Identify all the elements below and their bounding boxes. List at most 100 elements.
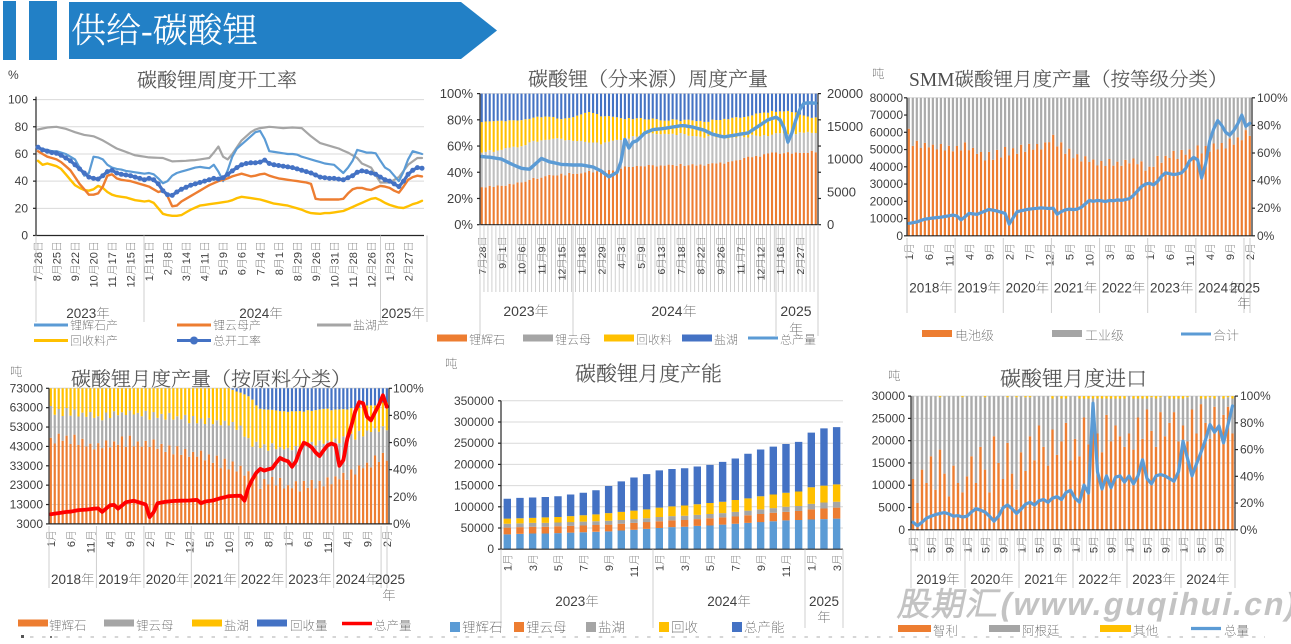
svg-text:12: 12 [366, 275, 378, 287]
svg-text:2025: 2025 [375, 572, 405, 587]
svg-text:3000: 3000 [16, 517, 43, 531]
svg-text:5: 5 [1065, 254, 1077, 260]
svg-text:73000: 73000 [10, 381, 44, 395]
svg-text:50000: 50000 [461, 521, 495, 535]
svg-text:5: 5 [980, 547, 992, 553]
svg-text:6: 6 [656, 269, 668, 275]
svg-text:20: 20 [15, 201, 29, 215]
svg-text:3: 3 [528, 565, 540, 571]
svg-text:9: 9 [70, 275, 82, 281]
svg-text:3: 3 [181, 275, 193, 281]
svg-text:60%: 60% [1257, 146, 1281, 160]
svg-text:100: 100 [8, 93, 28, 107]
svg-text:5: 5 [1034, 547, 1046, 553]
svg-text:2024: 2024 [1186, 572, 1217, 587]
svg-text:27: 27 [403, 252, 415, 264]
svg-text:1: 1 [1145, 254, 1157, 260]
svg-text:5000: 5000 [878, 501, 905, 515]
svg-text:9: 9 [497, 263, 509, 269]
svg-text:15: 15 [126, 252, 138, 264]
svg-text:2022: 2022 [1102, 281, 1132, 296]
svg-text:300000: 300000 [454, 415, 494, 429]
svg-text:17: 17 [107, 252, 119, 264]
svg-text:100%: 100% [440, 86, 474, 101]
svg-text:SMM: SMM [909, 70, 955, 91]
svg-text:3: 3 [1105, 254, 1117, 260]
svg-text:11: 11 [86, 542, 98, 553]
svg-text:9: 9 [716, 269, 728, 275]
svg-text:10000: 10000 [827, 152, 863, 167]
svg-text:2023: 2023 [66, 306, 96, 321]
svg-text:40%: 40% [393, 463, 417, 477]
svg-text:1: 1 [904, 254, 916, 260]
svg-text:10: 10 [89, 275, 101, 287]
svg-text:4: 4 [343, 541, 355, 547]
svg-text:20%: 20% [1240, 496, 1264, 510]
svg-text:5: 5 [1088, 547, 1100, 553]
svg-text:7: 7 [255, 269, 267, 275]
svg-text:0%: 0% [393, 517, 411, 531]
svg-text:8: 8 [696, 269, 708, 275]
svg-text:12: 12 [557, 269, 569, 281]
svg-text:13000: 13000 [10, 498, 44, 512]
svg-text:2019: 2019 [916, 572, 946, 587]
svg-text:1: 1 [46, 541, 58, 547]
svg-text:4: 4 [616, 263, 628, 269]
svg-text:2025: 2025 [1230, 281, 1260, 296]
svg-text:1: 1 [908, 547, 920, 553]
svg-text:2023: 2023 [555, 594, 585, 609]
svg-text:6: 6 [66, 541, 78, 547]
svg-text:11: 11 [537, 263, 549, 274]
svg-text:9: 9 [537, 246, 549, 252]
svg-text:1: 1 [274, 252, 286, 258]
svg-text:5: 5 [1196, 547, 1208, 553]
svg-text:25: 25 [52, 252, 64, 264]
svg-text:2020: 2020 [1006, 281, 1036, 296]
svg-text:250000: 250000 [454, 436, 494, 450]
svg-text:2024: 2024 [239, 306, 270, 321]
svg-text:2: 2 [403, 275, 415, 281]
svg-text:4: 4 [200, 275, 212, 281]
svg-text:28: 28 [33, 252, 45, 264]
svg-text:11: 11 [323, 542, 335, 553]
svg-text:80000: 80000 [870, 91, 904, 105]
svg-text:2018: 2018 [51, 572, 81, 587]
svg-text:2024: 2024 [651, 303, 682, 319]
svg-text:2: 2 [1005, 254, 1017, 260]
svg-text:8: 8 [163, 252, 175, 258]
svg-text:11: 11 [144, 253, 156, 264]
svg-text:11: 11 [735, 263, 747, 274]
svg-text:9: 9 [604, 565, 616, 571]
svg-text:2025: 2025 [809, 594, 839, 609]
svg-text:0: 0 [21, 229, 28, 243]
svg-text:1: 1 [962, 547, 974, 553]
svg-text:0: 0 [487, 542, 494, 556]
svg-text:43000: 43000 [10, 439, 44, 453]
svg-text:33000: 33000 [10, 459, 44, 473]
svg-text:26: 26 [366, 252, 378, 264]
svg-text:18: 18 [676, 246, 688, 258]
svg-text:20000: 20000 [870, 194, 904, 208]
svg-text:2023: 2023 [1132, 572, 1162, 587]
svg-text:23000: 23000 [10, 478, 44, 492]
svg-text:40%: 40% [1240, 469, 1264, 483]
svg-text:40%: 40% [1257, 174, 1281, 188]
svg-text:100%: 100% [1257, 91, 1288, 105]
svg-text:8: 8 [52, 275, 64, 281]
svg-text:20%: 20% [393, 490, 417, 504]
svg-text:80%: 80% [393, 408, 417, 422]
svg-text:2: 2 [596, 269, 608, 275]
svg-text:60%: 60% [447, 139, 473, 154]
svg-text:0%: 0% [1240, 523, 1258, 537]
svg-text:2: 2 [163, 269, 175, 275]
svg-text:1: 1 [1124, 547, 1136, 553]
svg-text:13: 13 [656, 246, 668, 258]
svg-text:1: 1 [497, 246, 509, 252]
svg-text:11: 11 [107, 276, 119, 287]
svg-text:0: 0 [898, 523, 905, 537]
svg-text:11: 11 [629, 566, 641, 577]
svg-text:28: 28 [348, 252, 360, 264]
svg-text:10: 10 [224, 541, 236, 553]
svg-text:2: 2 [382, 541, 394, 547]
svg-text:7: 7 [676, 269, 688, 275]
